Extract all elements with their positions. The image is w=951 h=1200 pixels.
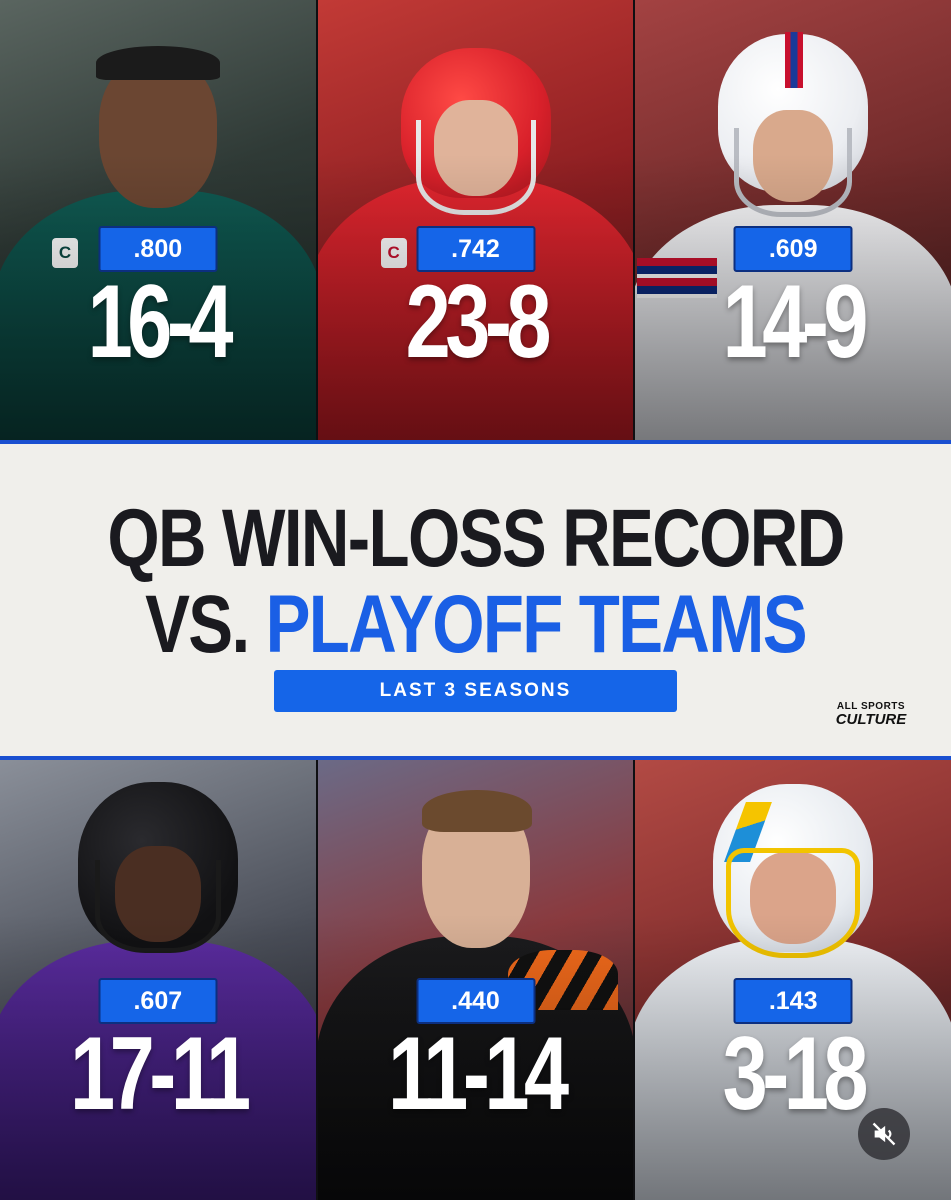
speaker-muted-icon [872, 1122, 896, 1146]
player-tile-3: .609 14-9 [633, 0, 951, 440]
win-loss-record: 3-18 [722, 1016, 869, 1132]
win-percentage-badge: .607 [98, 978, 218, 1024]
win-percentage-badge: .609 [733, 226, 853, 272]
bottom-player-row: .607 17-11 .440 11-14 .143 3-18 [0, 760, 951, 1200]
player-tile-5: .440 11-14 [315, 760, 634, 1200]
face-mask [94, 860, 221, 953]
headline-highlight: PLAYOFF TEAMS [265, 579, 808, 670]
player-head [98, 58, 217, 208]
player-hair [421, 790, 532, 832]
win-loss-record: 17-11 [69, 1016, 251, 1132]
tile-shade [317, 0, 634, 440]
headband [96, 46, 220, 80]
sleeve-stripes [637, 258, 718, 298]
top-player-row: C .800 16-4 C .742 23-8 .609 14-9 [0, 0, 951, 440]
win-loss-record: 16-4 [87, 264, 234, 380]
headline-line-1: QB WIN-LOSS RECORD [107, 493, 845, 584]
player-jersey [317, 178, 634, 440]
win-loss-record: 23-8 [405, 264, 551, 380]
face-mask [734, 128, 853, 217]
win-percentage-badge: .800 [98, 226, 218, 272]
win-percentage-badge: .440 [416, 978, 535, 1024]
face-mask [726, 848, 861, 958]
divider-rule-bottom [0, 756, 951, 760]
player-tile-6: .143 3-18 [633, 760, 951, 1200]
player-tile-4: .607 17-11 [0, 760, 316, 1200]
win-loss-record: 11-14 [387, 1016, 569, 1132]
player-tile-2: C .742 23-8 [315, 0, 634, 440]
face-mask [415, 120, 536, 215]
win-percentage-badge: .742 [416, 226, 535, 272]
tile-shade [0, 0, 316, 440]
title-panel: QB WIN-LOSS RECORD VS. PLAYOFF TEAMS LAS… [0, 444, 951, 756]
player-tile-1: C .800 16-4 [0, 0, 316, 440]
win-loss-record: 14-9 [722, 264, 869, 380]
headline-line-2: VS. PLAYOFF TEAMS [86, 584, 866, 666]
win-percentage-badge: .143 [733, 978, 853, 1024]
divider-rule-top [0, 440, 951, 444]
captain-patch: C [52, 238, 78, 268]
mute-button[interactable] [858, 1108, 910, 1160]
tile-shade [635, 0, 951, 440]
brand-line-1: ALL SPORTS [836, 701, 906, 712]
seasons-badge: LAST 3 SEASONS [274, 670, 677, 712]
brand-logo: ALL SPORTS CULTURE [826, 701, 916, 728]
helmet-stripe [785, 32, 804, 88]
headline-prefix: VS. [145, 579, 250, 670]
captain-patch: C [380, 238, 407, 268]
brand-line-2: CULTURE [835, 711, 907, 728]
